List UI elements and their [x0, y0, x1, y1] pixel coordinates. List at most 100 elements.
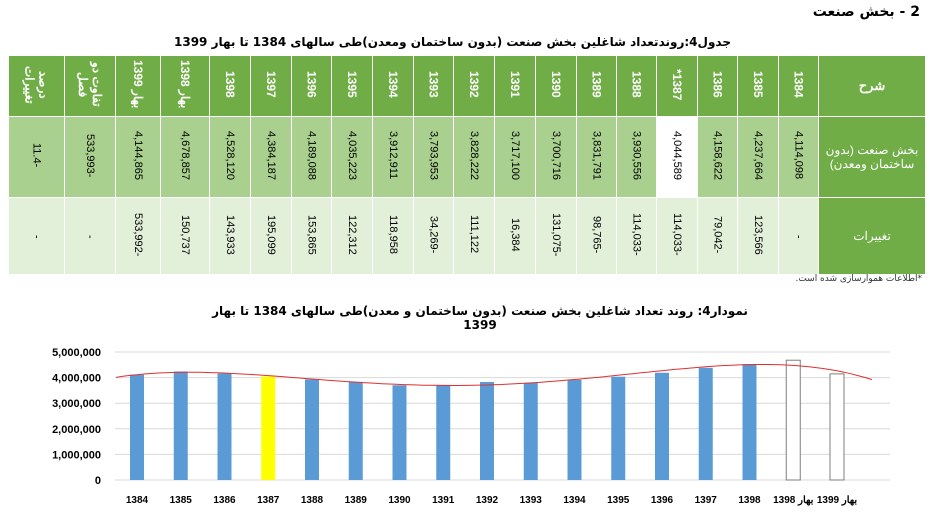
table-cell: -114,033: [616, 197, 657, 275]
table-cell: 111,122: [453, 197, 495, 275]
table-cell: -533,993: [64, 116, 116, 198]
table-cell: 3,912,911: [372, 116, 414, 198]
y-tick-label: 2,000,000: [52, 424, 101, 436]
bar-1393: [523, 382, 538, 480]
cell-value: 4,384,187: [265, 131, 277, 180]
cell-value: -: [792, 235, 805, 239]
x-tick-label: 1398: [738, 495, 761, 506]
cell-value: 195,099: [265, 214, 277, 255]
x-tick-label: بهار 1399: [817, 495, 858, 506]
table-cell: 123,566: [737, 197, 779, 275]
column-header-text: بهار 1398: [178, 60, 192, 109]
column-header-text: 1398: [223, 71, 237, 98]
column-header: 1385: [737, 55, 779, 117]
column-header-text: 1390: [549, 71, 563, 98]
column-header-text: 1394: [386, 71, 400, 98]
column-header: 1387*: [656, 55, 698, 117]
cell-value: 4,528,120: [224, 131, 236, 180]
x-tick-label: 1390: [388, 495, 411, 506]
cell-value: 4,114,098: [792, 131, 805, 180]
cell-value: 4,035,223: [346, 131, 358, 180]
table-cell: -98,765: [576, 197, 617, 275]
column-header: بهار 1398: [160, 55, 210, 117]
column-header: تفاوت دو فصل: [64, 55, 116, 117]
column-header-text: 1393: [426, 71, 441, 98]
bar-1395: [611, 376, 626, 480]
cell-value: 118,958: [387, 215, 399, 254]
table-cell: 4,237,664: [737, 116, 779, 198]
x-tick-label: 1397: [695, 495, 718, 506]
employment-bar-chart: 0 1,000,000 2,000,000 3,000,000 4,000,000 5,0…: [52, 347, 890, 506]
column-header-text: 1396: [304, 71, 319, 98]
bar-1387: [261, 376, 276, 480]
row-label: بخش صنعت (بدون ساختمان ومعدن): [818, 116, 926, 198]
column-header-text: 1386: [710, 71, 725, 98]
column-header: 1390: [535, 55, 577, 117]
table-cell: 3,793,953: [413, 116, 454, 198]
section-title: 2 - بخش صنعت: [812, 4, 920, 20]
x-tick-label: 1389: [345, 495, 368, 506]
table-cell: 4,044,589: [656, 116, 698, 198]
cell-value: -11.4: [30, 143, 43, 168]
cell-value: 4,044,589: [671, 131, 683, 180]
cell-value: -79,042: [711, 215, 724, 254]
table-row: بخش صنعت (بدون ساختمان ومعدن) 4,114,098 4,…: [8, 116, 926, 198]
header-label: شرح: [818, 55, 926, 117]
cell-value: 3,717,100: [509, 131, 521, 180]
table-cell: 122,312: [331, 197, 373, 275]
table-cell: -131,075: [535, 197, 577, 275]
x-tick-label: 1388: [301, 495, 324, 506]
column-header: 1394: [372, 55, 414, 117]
column-header: بهار 1399: [115, 55, 161, 117]
table-cell: 153,865: [291, 197, 332, 275]
y-tick-label: 4,000,000: [52, 373, 101, 385]
bar-1394: [567, 379, 582, 480]
cell-value: 122,312: [346, 214, 358, 255]
table-cell: 4,158,622: [697, 116, 738, 198]
cell-value: -131,075: [550, 212, 562, 257]
table-cell: -533,992: [115, 197, 161, 275]
cell-value: 4,678,857: [179, 131, 191, 180]
y-tick-label: 1,000,000: [52, 449, 101, 461]
chart-title: نمودار4: روند تعداد شاغلین بخش صنعت (بدو…: [212, 304, 748, 332]
table-cell: 16,384: [494, 197, 536, 275]
bar-1385: [173, 371, 188, 480]
cell-value: 3,831,791: [590, 131, 603, 180]
cell-value: 3,912,911: [387, 131, 399, 180]
bar-1388: [305, 379, 319, 480]
cell-value: -98,765: [590, 215, 603, 254]
y-tick-label: 5,000,000: [52, 347, 101, 359]
column-header-text: تفاوت دو فصل: [76, 62, 104, 107]
column-header-text: 1387*: [670, 68, 684, 101]
y-tick-label: 0: [95, 475, 101, 487]
column-header: 1391: [494, 55, 536, 117]
x-tick-label: 1385: [170, 495, 193, 506]
column-header-text: 1384: [791, 71, 806, 98]
table-cell: 3,717,100: [494, 116, 536, 198]
cell-value: -: [30, 235, 43, 239]
column-header: 1392: [453, 55, 495, 117]
bar-1398: [742, 364, 757, 480]
bar-1390: [392, 385, 407, 480]
cell-value: 143,933: [224, 214, 236, 255]
column-header-text: درصد تغییرات: [22, 65, 51, 104]
bar-1397: [698, 367, 713, 480]
column-header-text: بهار 1399: [131, 60, 145, 109]
table-title: جدول4:روندتعداد شاغلین بخش صنعت (بدون سا…: [174, 35, 731, 49]
table-cell: 195,099: [250, 197, 292, 275]
x-tick-label: بهار 1398: [773, 495, 814, 506]
table-cell: 3,828,222: [453, 116, 495, 198]
bar-1384: [130, 374, 144, 480]
table-cell: -: [778, 197, 819, 275]
bar-1386: [217, 373, 232, 480]
table-cell: 4,678,857: [160, 116, 210, 198]
trend-line: [115, 364, 873, 386]
table-cell: 4,144,865: [115, 116, 161, 198]
column-header-text: 1397: [264, 71, 278, 98]
cell-value: -533,992: [132, 212, 144, 257]
table-cell: -: [8, 197, 65, 275]
column-header-text: 1385: [751, 71, 765, 98]
table-cell: 3,930,556: [616, 116, 657, 198]
table-cell: 150,737: [160, 197, 210, 275]
cell-value: 4,158,622: [711, 131, 724, 180]
